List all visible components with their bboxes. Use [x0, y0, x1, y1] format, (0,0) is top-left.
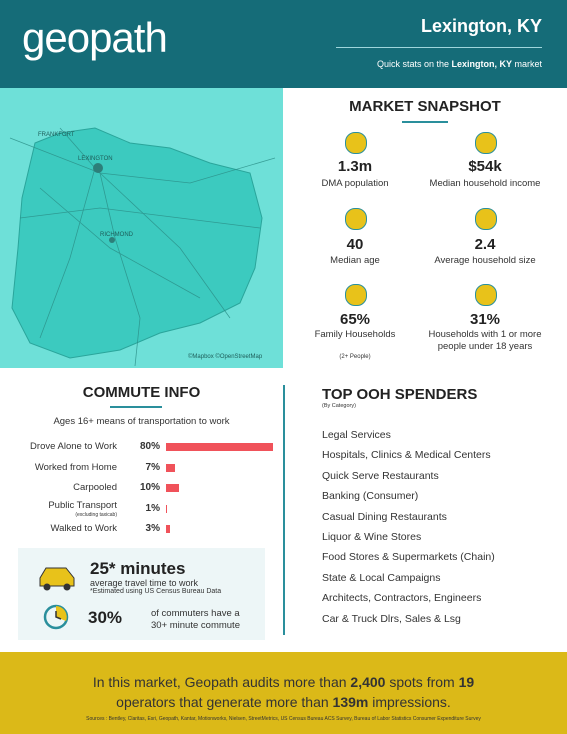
header-subtitle: Quick stats on the Lexington, KY market: [377, 59, 542, 69]
spender-item: Liquor & Wine Stores: [322, 531, 422, 543]
map-label: LEXINGTON: [78, 156, 113, 162]
text: 2,400: [350, 674, 386, 690]
commute-value: 7%: [145, 461, 160, 473]
snapshot-icon: [475, 284, 497, 306]
snapshot-label: Median age: [330, 255, 380, 266]
text: market: [511, 59, 542, 69]
text: In this market, Geopath audits more than: [92, 674, 351, 690]
spender-item: State & Local Campaigns: [322, 571, 441, 584]
snapshot-icon: [475, 208, 497, 230]
snapshot-value: 1.3m: [337, 158, 373, 175]
commute-value: 10%: [139, 482, 160, 493]
spender-item: Food Stores & Supermarkets (Chain): [322, 551, 495, 564]
sources: Sources : Bentley, Claritas, Esri, Geopa…: [86, 716, 481, 722]
commute-bar: [166, 443, 273, 451]
commute-bar: [166, 525, 170, 533]
text: 139m: [332, 694, 369, 710]
text: Lexington, KY: [451, 59, 512, 69]
commute-value: 80%: [139, 441, 160, 452]
travel-value: 25* minutes: [90, 559, 186, 578]
map: FRANKFORT LEXINGTON RICHMOND ©Mapbox ©Op…: [0, 88, 283, 368]
logo: geopath: [22, 14, 168, 61]
travel-box: [18, 548, 265, 640]
long-label: of commuters have a: [151, 608, 240, 619]
spenders-subtitle: (By Category): [322, 403, 356, 409]
text: operators that generate more than: [116, 694, 333, 710]
snapshot-label: Average household size: [434, 255, 536, 266]
commute-label: Drove Alone to Work: [30, 441, 117, 452]
spender-item: Architects, Contractors, Engineers: [322, 592, 482, 605]
long-value: 30%: [88, 608, 123, 627]
commute-bar: [166, 484, 180, 492]
text: impressions.: [368, 694, 451, 710]
snapshot-value: 65%: [339, 311, 371, 328]
header: [0, 0, 567, 88]
snapshot-icon: [345, 284, 367, 306]
title-rule: [402, 121, 448, 123]
divider: [283, 385, 285, 635]
footer: [0, 652, 567, 734]
spender-item: Casual Dining Restaurants: [322, 510, 447, 523]
spender-item: Hospitals, Clinics & Medical Centers: [322, 449, 491, 462]
text: spots from: [385, 674, 459, 690]
commute-label: Carpooled: [73, 482, 117, 493]
spender-item: Legal Services: [322, 429, 391, 441]
taxi-icon: [39, 567, 75, 591]
header-rule: [336, 47, 542, 48]
snapshot-value: 31%: [469, 311, 501, 328]
commute-note: (excluding taxicab): [75, 511, 117, 518]
travel-label: average travel time to work: [90, 578, 199, 588]
commute-label: Worked from Home: [34, 461, 117, 473]
commute-value: 1%: [145, 502, 160, 514]
text: 19: [458, 674, 475, 690]
snapshot-title: MARKET SNAPSHOT: [349, 98, 501, 115]
snapshot-label: Households with 1 or more people under 1…: [428, 329, 542, 352]
text: Quick stats on the: [376, 59, 452, 69]
commute-label: Walked to Work: [50, 523, 117, 534]
commute-value: 3%: [145, 523, 160, 534]
snapshot-icon: [345, 208, 367, 230]
snapshot-icon: [475, 132, 497, 154]
spender-item: Quick Serve Restaurants: [322, 469, 439, 482]
spender-item: Car & Truck Dlrs, Sales & Lsg: [322, 612, 461, 625]
commute-bar: [166, 504, 168, 513]
snapshot-value: 40: [346, 236, 364, 253]
snapshot-label: DMA population: [321, 178, 389, 189]
commute-subtitle: Ages 16+ means of transportation to work: [53, 416, 230, 427]
snapshot-value: 2.4: [474, 236, 496, 253]
commute-title: COMMUTE INFO: [82, 384, 201, 401]
header-title: Lexington, KY: [421, 16, 542, 36]
travel-note: *Estimated using US Census Bureau Data: [90, 588, 222, 595]
commute-label: Public Transport: [48, 499, 117, 511]
title-rule: [110, 406, 162, 408]
snapshot-label: Family Households: [314, 329, 396, 340]
map-label: RICHMOND: [100, 232, 134, 238]
map-label: FRANKFORT: [38, 132, 75, 138]
snapshot-icon: [345, 132, 367, 154]
map-credit: ©Mapbox ©OpenStreetMap: [188, 353, 263, 360]
long-label: 30+ minute commute: [151, 620, 240, 631]
spenders-title: TOP OOH SPENDERS: [322, 386, 478, 403]
snapshot-note: (2+ People): [339, 354, 371, 360]
spender-item: Banking (Consumer): [322, 490, 419, 503]
clock-icon: [43, 604, 69, 630]
commute-bar: [166, 463, 176, 472]
snapshot-label: Median household income: [429, 178, 541, 189]
footer-text: In this market, Geopath audits more than…: [60, 672, 507, 712]
snapshot-value: $54k: [468, 158, 502, 175]
